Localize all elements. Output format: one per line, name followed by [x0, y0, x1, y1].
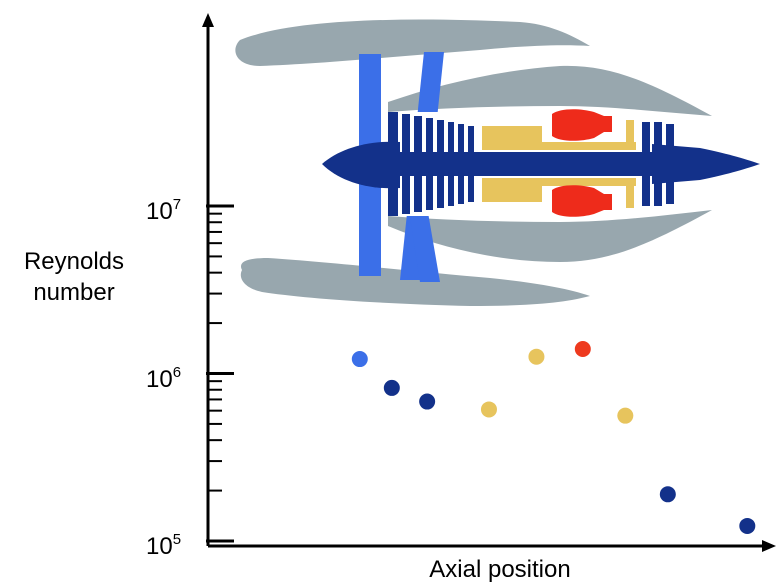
x-axis-arrow-icon [762, 540, 776, 552]
y-tick-exponent: 7 [172, 196, 182, 213]
data-points [351, 341, 756, 534]
shaft-icon [396, 152, 656, 176]
core-cowl-top-icon [388, 65, 712, 116]
data-point [528, 348, 545, 365]
y-tick-label: 107 [146, 196, 181, 226]
y-tick-base: 10 [146, 198, 173, 225]
nacelle-top-icon [235, 19, 590, 66]
flame-bottom-icon [552, 185, 612, 217]
exhaust-cone-icon [652, 144, 760, 184]
data-point [659, 486, 676, 503]
data-point [383, 379, 400, 396]
turbofan-engine-icon [235, 19, 760, 306]
y-tick-exponent: 5 [172, 531, 182, 548]
data-point [574, 341, 591, 358]
data-point [480, 401, 497, 418]
combustor-casing-icon [482, 120, 636, 208]
y-axis-label: Reynolds number [6, 246, 142, 308]
y-tick-base: 10 [146, 365, 173, 393]
y-axis-label-line2: number [33, 279, 115, 306]
data-point [617, 407, 634, 424]
spinner-icon [322, 141, 400, 189]
y-axis-arrow-icon [202, 13, 214, 27]
data-point [739, 517, 756, 534]
y-tick-label: 106 [146, 364, 181, 394]
core-cowl-bottom-icon [388, 210, 712, 262]
data-point [351, 351, 368, 368]
y-axis-ticks [206, 204, 234, 543]
flame-top-icon [552, 109, 612, 141]
y-axis-label-line1: Reynolds [23, 248, 125, 275]
compressor-blades-icon [388, 112, 474, 216]
data-point [419, 393, 436, 410]
nacelle-bottom-icon [240, 258, 590, 306]
y-tick-exponent: 6 [172, 363, 182, 381]
y-tick-label: 105 [146, 531, 181, 561]
y-tick-base: 10 [146, 533, 173, 560]
x-axis-label: Axial position [429, 556, 571, 583]
